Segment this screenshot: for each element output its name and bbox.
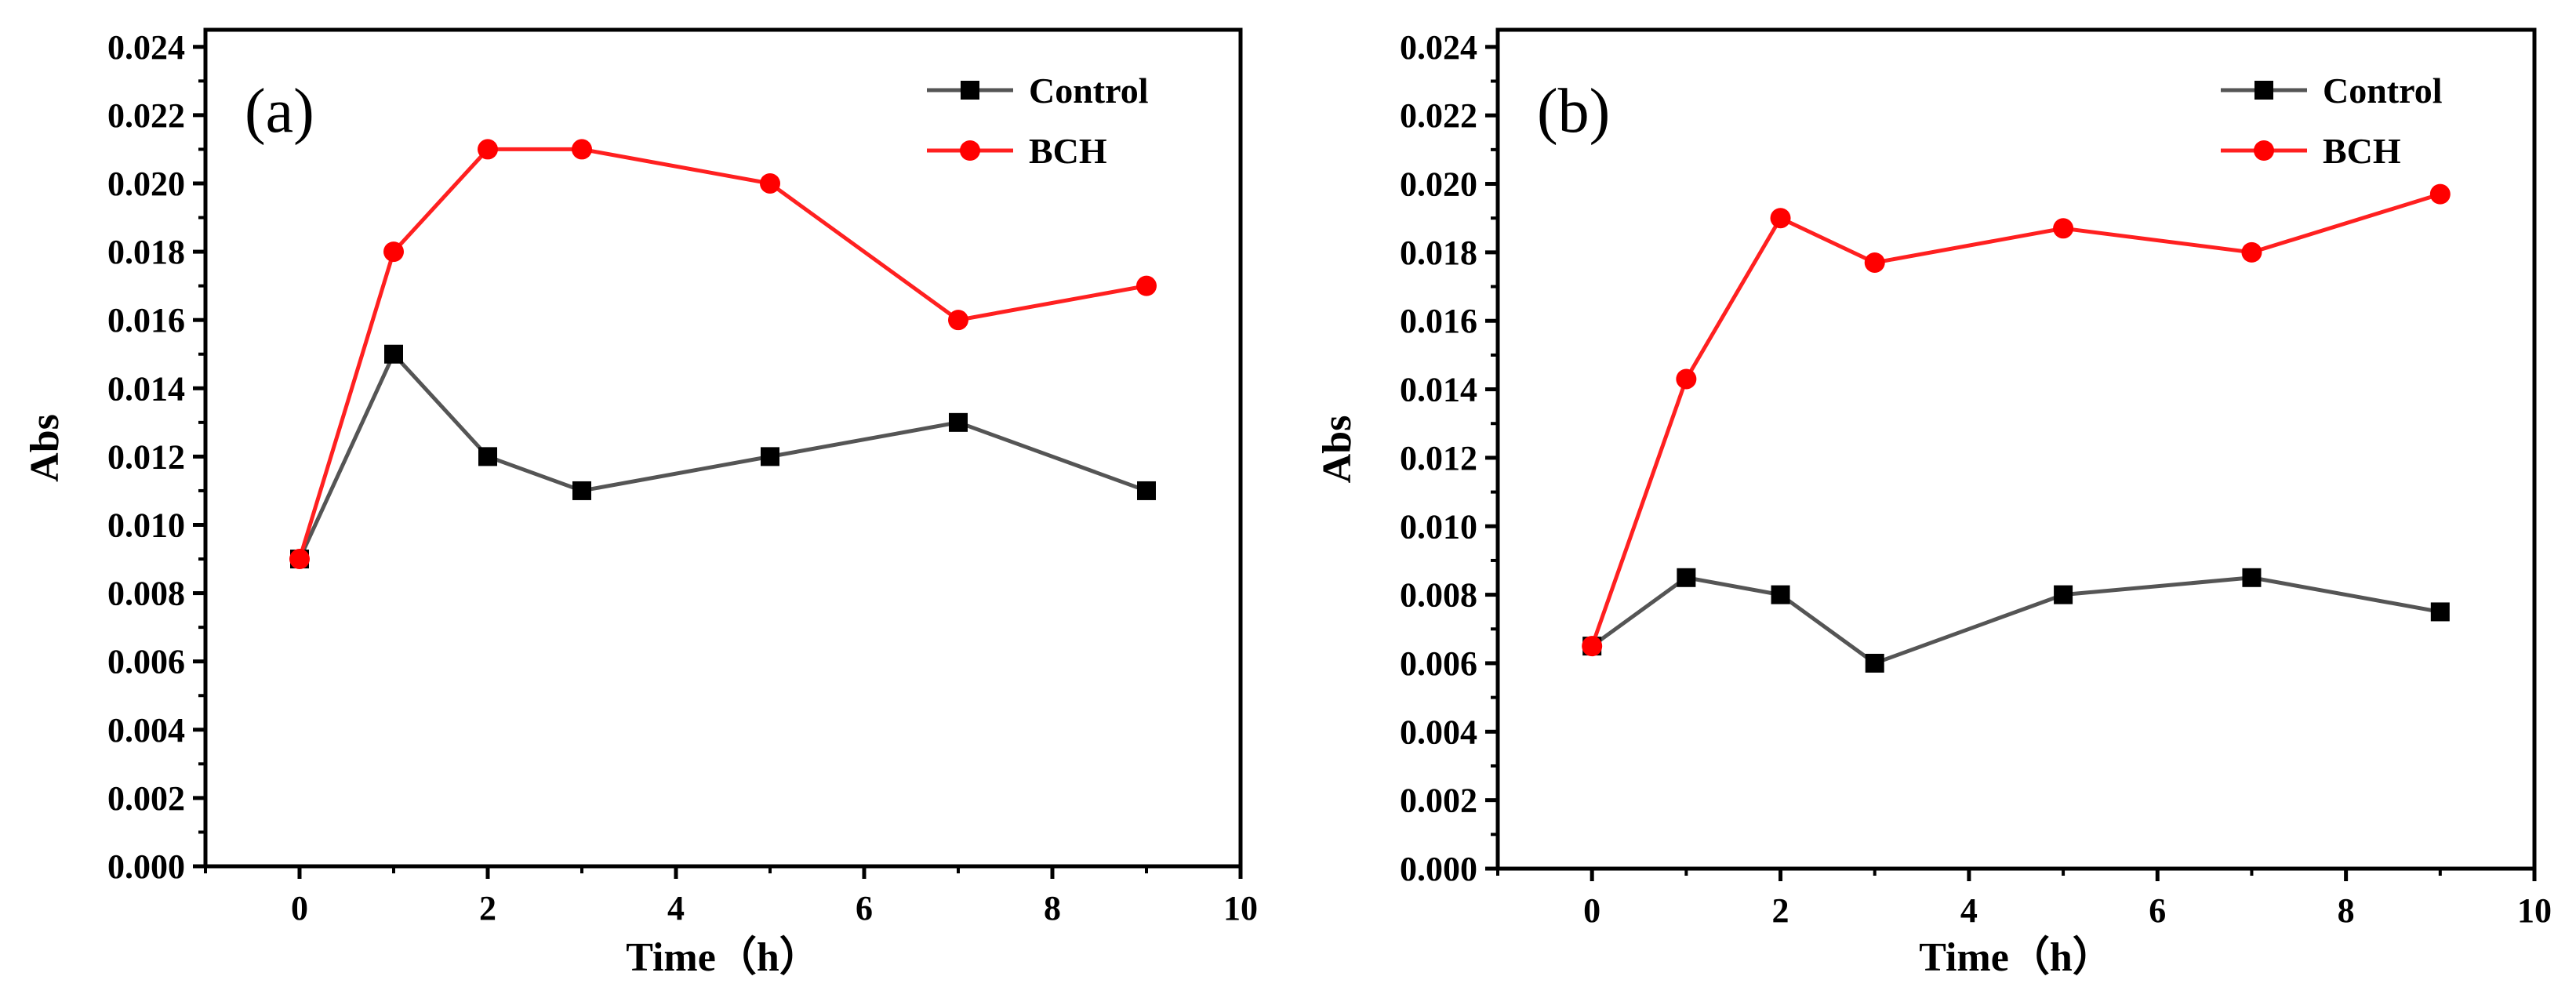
y-tick-label: 0.020 (1400, 165, 1477, 204)
series-bch (1582, 183, 2451, 657)
chart-panel-a: 0.000 0.002 0.004 0.006 0.008 0.010 0.012 0.014… (23, 27, 1258, 980)
legend-marker (960, 140, 980, 161)
data-point (383, 241, 404, 263)
data-point (2429, 183, 2451, 205)
x-tick-label: 6 (2149, 891, 2166, 930)
y-tick-label: 0.016 (1400, 302, 1477, 340)
y-tick-label: 0.008 (1400, 576, 1477, 615)
data-point (1864, 252, 1885, 273)
x-tick-label: 8 (2338, 891, 2355, 930)
y-axis-title: Abs (23, 414, 67, 482)
plot-frame (1495, 27, 2537, 871)
y-tick-label: 0.012 (107, 437, 185, 476)
y-tick-label: 0.022 (1400, 96, 1477, 135)
series-line (297, 147, 1147, 560)
panel-label: (b) (1537, 77, 1610, 146)
x-axis-title: Time（h） (626, 934, 820, 980)
data-point (572, 139, 592, 160)
x-tick-label: 2 (1772, 891, 1789, 930)
data-point (2242, 568, 2262, 587)
x-axis-title: Time（h） (1919, 934, 2113, 980)
y-axis-title: Abs (1315, 416, 1360, 484)
chart-panel-b: 0.000 0.002 0.004 0.006 0.008 0.010 0.012 0.014… (1315, 27, 2552, 980)
data-point (2053, 218, 2074, 239)
series-control (290, 344, 1156, 569)
data-point (1137, 481, 1156, 500)
x-tick-label: 4 (667, 889, 685, 927)
data-point (948, 310, 968, 331)
legend-label: Control (1029, 71, 1149, 111)
y-tick-label: 0.004 (107, 711, 185, 749)
series-line (1590, 192, 2441, 647)
y-tick-label: 0.012 (1400, 439, 1477, 477)
data-point (289, 549, 310, 570)
y-tick-label: 0.018 (1400, 234, 1477, 272)
data-point (1582, 636, 1603, 657)
data-point (384, 344, 403, 364)
y-tick-label: 0.010 (107, 506, 185, 544)
x-tick-label: 2 (479, 889, 496, 927)
legend-marker (2254, 81, 2273, 100)
y-tick-label: 0.014 (107, 369, 185, 408)
legend-label: BCH (1029, 131, 1107, 171)
y-tick-label: 0.000 (107, 847, 185, 886)
y-tick-label: 0.024 (107, 28, 185, 67)
y-tick-label: 0.014 (1400, 371, 1477, 409)
data-point (1136, 275, 1157, 296)
series-bch (289, 139, 1157, 570)
series-control (1582, 568, 2450, 673)
legend-label: BCH (2323, 131, 2401, 171)
y-tick-label: 0.024 (1400, 28, 1477, 67)
data-point (761, 447, 779, 466)
data-point (478, 139, 498, 160)
y-tick-label: 0.018 (107, 233, 185, 271)
y-tick-label: 0.004 (1400, 713, 1477, 751)
data-point (1770, 208, 1791, 229)
plot-frame (203, 27, 1243, 869)
y-tick-label: 0.016 (107, 301, 185, 339)
series-line (297, 350, 1147, 561)
legend-label: Control (2323, 71, 2443, 111)
x-tick-label: 0 (1583, 891, 1600, 930)
legend-marker (961, 81, 979, 100)
series-line (1590, 575, 2441, 666)
y-tick-label: 0.022 (107, 96, 185, 135)
x-tick-label: 4 (1960, 891, 1978, 930)
y-tick-label: 0.006 (1400, 644, 1477, 683)
data-point (1676, 368, 1697, 390)
data-point (1771, 585, 1790, 604)
x-tick-label: 10 (2517, 891, 2552, 930)
x-tick-label: 6 (856, 889, 873, 927)
data-point (760, 172, 780, 194)
y-tick-label: 0.002 (107, 779, 185, 818)
x-tick-label: 0 (291, 889, 308, 927)
y-tick-label: 0.006 (107, 643, 185, 681)
data-point (2430, 602, 2450, 622)
legend-marker (2254, 140, 2274, 161)
y-tick-label: 0.002 (1400, 782, 1477, 820)
y-tick-label: 0.008 (107, 575, 185, 613)
data-point (949, 412, 968, 432)
x-tick-label: 8 (1044, 889, 1061, 927)
y-tick-label: 0.020 (107, 165, 185, 203)
data-point (478, 447, 497, 466)
x-tick-label: 10 (1223, 889, 1258, 927)
panel-label: (a) (245, 77, 314, 146)
data-point (572, 481, 591, 500)
data-point (2054, 585, 2073, 604)
data-point (1865, 653, 1884, 673)
y-tick-label: 0.010 (1400, 507, 1477, 546)
data-point (2241, 241, 2262, 263)
y-tick-label: 0.000 (1400, 850, 1477, 888)
data-point (1677, 568, 1696, 587)
